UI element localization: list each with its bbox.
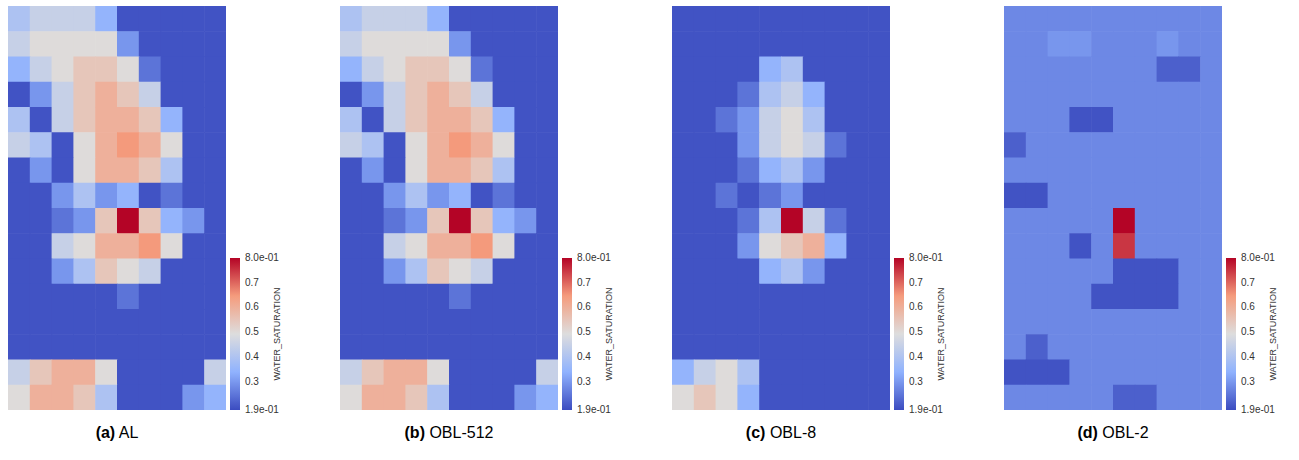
svg-text:8.0e-01: 8.0e-01: [1241, 252, 1275, 263]
svg-text:0.7: 0.7: [1241, 277, 1255, 288]
svg-text:0.6: 0.6: [577, 301, 591, 312]
svg-text:8.0e-01: 8.0e-01: [577, 252, 611, 263]
html-text:(a) AL: (a) AL: [95, 424, 139, 441]
svg-text:0.6: 0.6: [1241, 301, 1255, 312]
html-text:(b) OBL-512: (b) OBL-512: [404, 424, 494, 441]
svg-text:8.0e-01: 8.0e-01: [909, 252, 943, 263]
svg-text:WATER_SATURATION: WATER_SATURATION: [272, 287, 282, 380]
svg-text:0.3: 0.3: [245, 376, 259, 387]
svg-text:0.5: 0.5: [245, 326, 259, 337]
svg-text:1.9e-01: 1.9e-01: [245, 404, 279, 415]
svg-text:0.7: 0.7: [245, 277, 259, 288]
svg-text:0.4: 0.4: [1241, 351, 1255, 362]
svg-text:WATER_SATURATION: WATER_SATURATION: [1268, 287, 1278, 380]
svg-text:0.6: 0.6: [245, 301, 259, 312]
svg-text:WATER_SATURATION: WATER_SATURATION: [604, 287, 614, 380]
svg-text:1.9e-01: 1.9e-01: [577, 404, 611, 415]
svg-text:1.9e-01: 1.9e-01: [909, 404, 943, 415]
svg-text:0.7: 0.7: [577, 277, 591, 288]
svg-text:0.5: 0.5: [1241, 326, 1255, 337]
svg-text:0.4: 0.4: [909, 351, 923, 362]
html-text:(c) OBL-8: (c) OBL-8: [745, 424, 817, 441]
svg-text:0.5: 0.5: [577, 326, 591, 337]
svg-text:0.3: 0.3: [577, 376, 591, 387]
svg-text:0.6: 0.6: [909, 301, 923, 312]
svg-text:0.3: 0.3: [1241, 376, 1255, 387]
svg-text:0.3: 0.3: [909, 376, 923, 387]
svg-text:0.7: 0.7: [909, 277, 923, 288]
svg-text:0.5: 0.5: [909, 326, 923, 337]
svg-text:1.9e-01: 1.9e-01: [1241, 404, 1275, 415]
svg-text:0.4: 0.4: [577, 351, 591, 362]
svg-text:0.4: 0.4: [245, 351, 259, 362]
html-text:(d) OBL-2: (d) OBL-2: [1077, 424, 1149, 441]
svg-text:8.0e-01: 8.0e-01: [245, 252, 279, 263]
svg-text:WATER_SATURATION: WATER_SATURATION: [936, 287, 946, 380]
